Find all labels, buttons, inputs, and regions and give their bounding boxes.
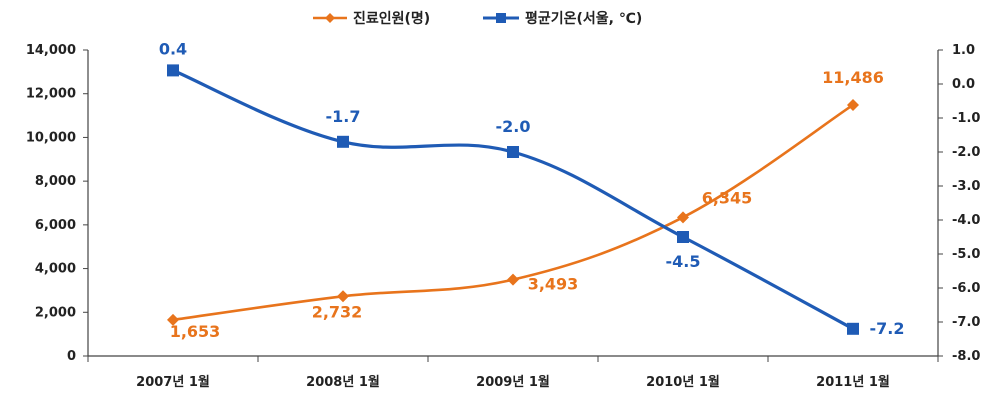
x-category-label: 2011년 1월	[816, 374, 890, 390]
data-label-series-1: 11,486	[822, 68, 884, 87]
data-label-series-2: -1.7	[326, 107, 361, 126]
x-category-label: 2009년 1월	[476, 374, 550, 390]
series-2-point	[337, 135, 349, 148]
series-2-point	[677, 231, 689, 243]
series-1-point	[847, 98, 859, 111]
legend-marker-series-1	[325, 13, 335, 23]
y-right-tick-label: -5.0	[952, 247, 980, 262]
y-right-tick-label: -7.0	[952, 315, 980, 330]
y-left-tick-label: 6,000	[35, 218, 76, 233]
x-category-label: 2008년 1월	[306, 374, 380, 390]
data-label-series-1: 1,653	[170, 322, 221, 341]
y-left-tick-label: 12,000	[26, 87, 76, 102]
series-2-point	[167, 64, 179, 77]
series-1-point	[677, 211, 689, 224]
series-2-point	[507, 146, 519, 158]
y-left-tick-label: 8,000	[35, 174, 76, 189]
series-2-point	[847, 322, 859, 335]
y-left-tick-label: 0	[67, 349, 76, 364]
y-right-tick-label: -6.0	[952, 281, 980, 296]
x-category-label: 2007년 1월	[136, 374, 210, 390]
y-left-tick-label: 10,000	[26, 130, 76, 145]
series-1-point	[507, 273, 519, 286]
y-right-tick-label: -2.0	[952, 145, 980, 160]
y-right-tick-label: -8.0	[952, 349, 980, 364]
y-right-tick-label: 1.0	[952, 43, 975, 58]
y-right-tick-label: -4.0	[952, 213, 980, 228]
data-label-series-1: 6,345	[702, 188, 753, 207]
series-1-point	[337, 290, 349, 303]
x-category-label: 2010년 1월	[646, 374, 720, 390]
data-label-series-2: -4.5	[666, 252, 701, 271]
y-left-tick-label: 4,000	[35, 262, 76, 277]
data-label-series-2: -2.0	[496, 117, 531, 136]
y-right-tick-label: -1.0	[952, 111, 980, 126]
series-1-point	[167, 313, 179, 326]
y-left-tick-label: 2,000	[35, 305, 76, 320]
legend-marker-series-2	[496, 13, 506, 23]
y-right-tick-label: 0.0	[952, 77, 975, 92]
data-label-series-1: 2,732	[312, 302, 363, 321]
legend-label-series-2: 평균기온(서울, ℃)	[525, 10, 642, 27]
y-right-tick-label: -3.0	[952, 179, 980, 194]
data-label-series-2: 0.4	[159, 39, 187, 58]
data-label-series-2: -7.2	[870, 319, 905, 338]
y-left-tick-label: 14,000	[26, 43, 76, 58]
data-label-series-1: 3,493	[528, 275, 579, 294]
legend-label-series-1: 진료인원(명)	[353, 10, 430, 27]
